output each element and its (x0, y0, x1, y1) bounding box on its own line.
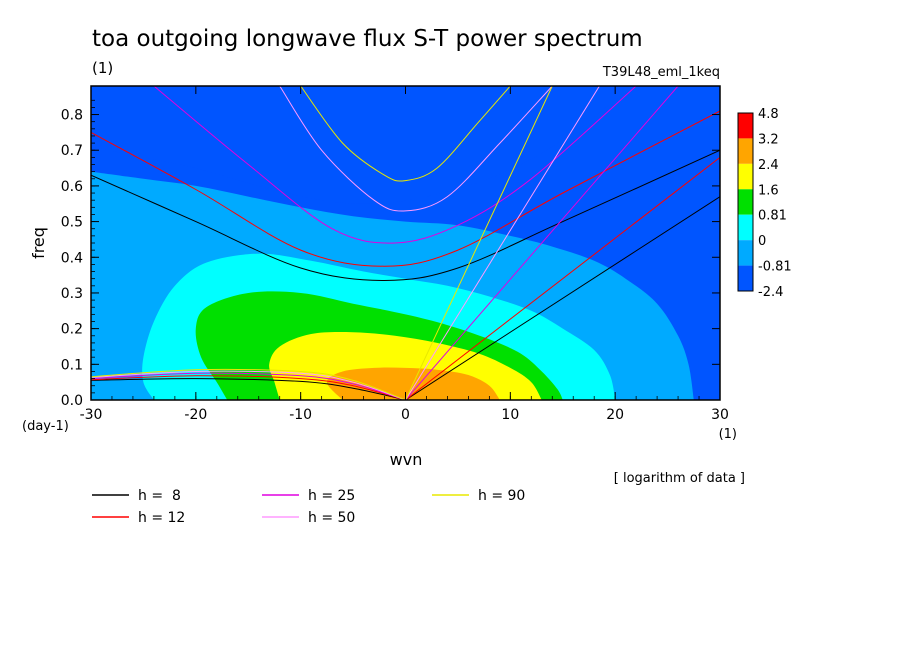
x-axis-label: wvn (390, 450, 423, 469)
y-tick-label: 0.8 (61, 108, 83, 124)
legend-label: h = 8 (138, 488, 181, 504)
dispersion-curve (405, 156, 720, 400)
y-tick-label: 0.0 (61, 393, 83, 409)
dispersion-curve (91, 370, 406, 400)
dispersion-curve (405, 86, 600, 400)
x-tick-label: -20 (184, 407, 207, 423)
colorbar-swatch (738, 163, 753, 190)
run-id-label: T39L48_eml_1keq (602, 65, 720, 80)
x-axis: -30 -20 -10 0 10 20 30 (80, 86, 729, 423)
dispersion-curve (279, 86, 553, 212)
dispersion-curve (405, 86, 553, 400)
colorbar-swatch (738, 240, 753, 266)
dispersion-curve (91, 110, 720, 267)
y-tick-label: 0.2 (61, 322, 83, 338)
legend-label: h = 12 (138, 510, 185, 526)
y-axis: 0.0 0.1 0.2 0.3 0.4 0.5 0.6 0.7 0.8 (61, 99, 720, 409)
y-tick-label: 0.3 (61, 286, 83, 302)
legend-label: h = 25 (308, 488, 355, 504)
legend-label: h = 50 (308, 510, 355, 526)
colorbar-swatch (738, 265, 753, 291)
colorbar-label: 1.6 (758, 183, 779, 198)
dispersion-curve (91, 375, 406, 400)
y-tick-label: 0.5 (61, 215, 83, 231)
colorbar-frame (737, 112, 754, 292)
dispersion-curve (91, 368, 406, 400)
data-note: [ logarithm of data ] (614, 471, 745, 486)
colorbar-swatch (738, 189, 753, 215)
colorbar-label: 4.8 (758, 107, 779, 122)
chart-title: toa outgoing longwave flux S-T power spe… (92, 26, 643, 52)
dispersion-curve (91, 378, 406, 400)
colorbar-label: -2.4 (758, 285, 783, 300)
title-units: (1) (92, 59, 113, 77)
dispersion-curve (300, 86, 511, 182)
y-tick-label: 0.1 (61, 357, 83, 373)
colorbar-swatch (738, 138, 753, 164)
dispersion-curve (153, 86, 637, 244)
colorbar-label: 0.81 (758, 209, 787, 224)
y-units-label: (day-1) (22, 419, 69, 434)
y-tick-label: 0.7 (61, 143, 83, 159)
y-axis-label: freq (29, 227, 48, 259)
y-tick-label: 0.4 (61, 250, 83, 266)
colorbar: 4.8 3.2 2.4 1.6 0.81 0 -0.81 -2.4 (737, 107, 792, 300)
dispersion-legend: h = 8 h = 12 h = 25 h = 50 h = 90 (92, 488, 525, 526)
x-units-label: (1) (719, 427, 737, 442)
colorbar-label: 3.2 (758, 132, 779, 147)
dispersion-curve (405, 196, 720, 400)
colorbar-label: 2.4 (758, 158, 779, 173)
colorbar-swatch (738, 113, 753, 139)
dispersion-curve (91, 372, 406, 400)
x-tick-label: 30 (711, 407, 729, 423)
dispersion-curve (91, 149, 720, 282)
y-tick-label: 0.6 (61, 179, 83, 195)
dispersion-curve (405, 86, 679, 400)
x-tick-label: 0 (401, 407, 410, 423)
x-tick-label: -10 (289, 407, 312, 423)
x-tick-label: -30 (80, 407, 103, 423)
x-tick-label: 20 (606, 407, 624, 423)
x-tick-label: 10 (501, 407, 519, 423)
colorbar-swatch (738, 214, 753, 241)
colorbar-label: 0 (758, 234, 766, 249)
colorbar-label: -0.81 (758, 260, 792, 275)
plot-area (90, 85, 721, 401)
legend-label: h = 90 (478, 488, 525, 504)
